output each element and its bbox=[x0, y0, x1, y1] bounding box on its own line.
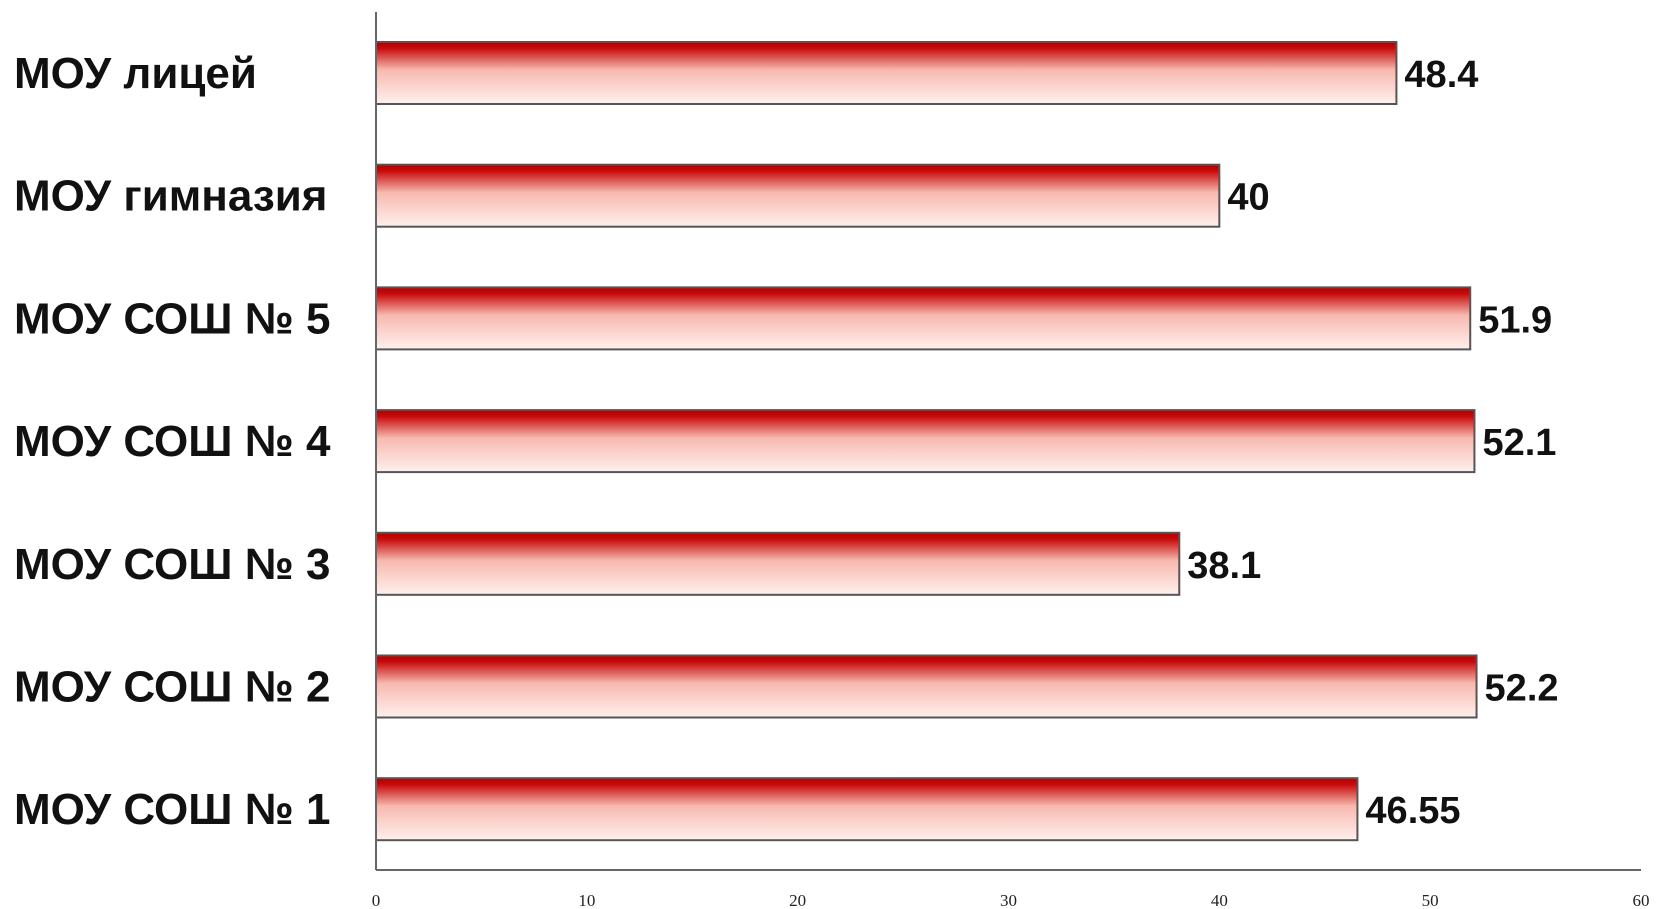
category-label: МОУ СОШ № 2 bbox=[14, 663, 330, 712]
x-tick-label: 50 bbox=[1422, 891, 1439, 909]
category-label: МОУ СОШ № 3 bbox=[14, 540, 330, 589]
category-label: МОУ СОШ № 5 bbox=[14, 294, 330, 343]
bar bbox=[375, 286, 1472, 351]
data-label: 38.1 bbox=[1187, 545, 1261, 587]
category-label: МОУ СОШ № 4 bbox=[14, 417, 331, 466]
data-label: 52.1 bbox=[1482, 422, 1556, 464]
category-label: МОУ гимназия bbox=[14, 172, 327, 221]
bar bbox=[375, 531, 1181, 596]
x-tick-label: 30 bbox=[1000, 891, 1017, 909]
x-tick-label: 0 bbox=[372, 891, 381, 909]
bar bbox=[375, 409, 1476, 474]
bar bbox=[375, 777, 1359, 842]
data-label: 40 bbox=[1227, 177, 1269, 219]
data-label: 48.4 bbox=[1404, 54, 1478, 96]
bars bbox=[375, 41, 1478, 842]
category-label: МОУ СОШ № 1 bbox=[14, 785, 330, 834]
x-tick-label: 20 bbox=[789, 891, 806, 909]
x-tick-label: 60 bbox=[1633, 891, 1650, 909]
data-label: 51.9 bbox=[1478, 299, 1552, 341]
bar bbox=[375, 41, 1398, 105]
value-labels: 48.4 40 51.9 52.1 38.1 52.2 46.55 bbox=[1187, 54, 1558, 832]
category-labels: МОУ лицей МОУ гимназия МОУ СОШ № 5 МОУ СОШ … bbox=[14, 49, 331, 834]
x-axis-ticks: 0 10 20 30 40 50 60 bbox=[372, 891, 1650, 909]
bar bbox=[375, 654, 1478, 719]
category-label: МОУ лицей bbox=[14, 49, 257, 98]
x-tick-label: 10 bbox=[578, 891, 595, 909]
data-label: 46.55 bbox=[1365, 790, 1460, 832]
bar bbox=[375, 163, 1221, 228]
x-tick-label: 40 bbox=[1211, 891, 1228, 909]
data-label: 52.2 bbox=[1485, 668, 1559, 710]
